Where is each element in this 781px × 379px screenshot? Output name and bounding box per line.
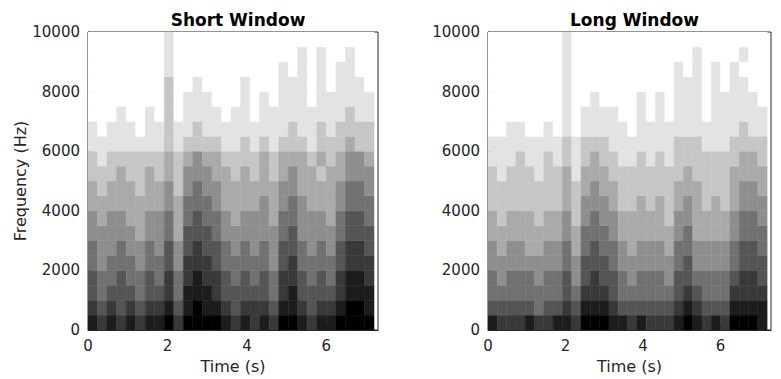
svg-text:8000: 8000 <box>442 83 480 101</box>
svg-text:Time (s): Time (s) <box>199 357 265 376</box>
svg-text:6: 6 <box>716 337 726 355</box>
svg-text:Long Window: Long Window <box>570 10 699 30</box>
svg-text:Time (s): Time (s) <box>596 357 662 376</box>
svg-text:0: 0 <box>470 321 480 339</box>
svg-text:4: 4 <box>242 337 252 355</box>
svg-text:10000: 10000 <box>32 23 80 41</box>
svg-text:6000: 6000 <box>42 142 80 160</box>
svg-text:10000: 10000 <box>432 23 480 41</box>
svg-text:6: 6 <box>322 337 332 355</box>
svg-text:Frequency (Hz): Frequency (Hz) <box>11 121 30 242</box>
svg-text:2: 2 <box>561 337 571 355</box>
svg-text:Short Window: Short Window <box>171 10 306 30</box>
svg-text:4: 4 <box>638 337 648 355</box>
svg-text:0: 0 <box>83 337 93 355</box>
svg-text:8000: 8000 <box>42 83 80 101</box>
svg-text:0: 0 <box>483 337 493 355</box>
svg-text:6000: 6000 <box>442 142 480 160</box>
svg-text:0: 0 <box>70 321 80 339</box>
svg-text:4000: 4000 <box>442 202 480 220</box>
svg-text:2000: 2000 <box>442 261 480 279</box>
svg-text:2000: 2000 <box>42 261 80 279</box>
svg-text:4000: 4000 <box>42 202 80 220</box>
svg-text:2: 2 <box>163 337 173 355</box>
